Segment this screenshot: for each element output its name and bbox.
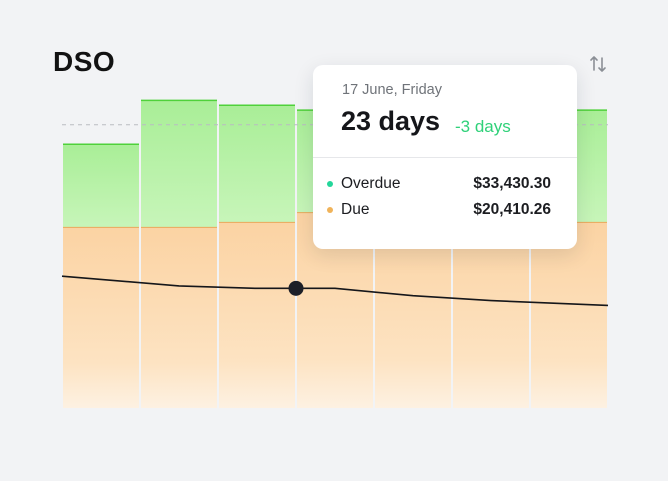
tooltip-value: 23 days (341, 106, 441, 136)
tooltip-row-due: Due $20,410.26 (313, 199, 577, 221)
tooltip-delta: -3 days (455, 117, 511, 136)
tooltip-date: 17 June, Friday (342, 82, 442, 98)
highlight-point[interactable] (288, 280, 304, 296)
tooltip: 17 June, Friday 23 days -3 days Overdue … (313, 65, 577, 249)
bar-due-1[interactable] (141, 227, 217, 408)
page-title: DSO (53, 46, 116, 77)
bar-due-2[interactable] (219, 222, 295, 408)
overdue-label: Overdue (341, 175, 401, 192)
due-label: Due (341, 201, 370, 218)
tooltip-divider (313, 157, 577, 158)
due-amount: $20,410.26 (473, 201, 551, 218)
overdue-dot (327, 181, 333, 187)
bar-due-4[interactable] (375, 217, 451, 408)
bar-due-0[interactable] (63, 227, 139, 408)
bar-overdue-0[interactable] (63, 144, 139, 228)
bar-overdue-2[interactable] (219, 105, 295, 223)
bar-overdue-1[interactable] (141, 100, 217, 228)
tooltip-row-overdue: Overdue $33,430.30 (313, 173, 577, 195)
sort-arrows-icon[interactable] (588, 54, 608, 74)
bar-due-5[interactable] (453, 217, 529, 408)
bar-due-6[interactable] (531, 222, 607, 408)
overdue-amount: $33,430.30 (473, 175, 551, 192)
dso-line (61, 275, 609, 307)
due-dot (327, 207, 333, 213)
